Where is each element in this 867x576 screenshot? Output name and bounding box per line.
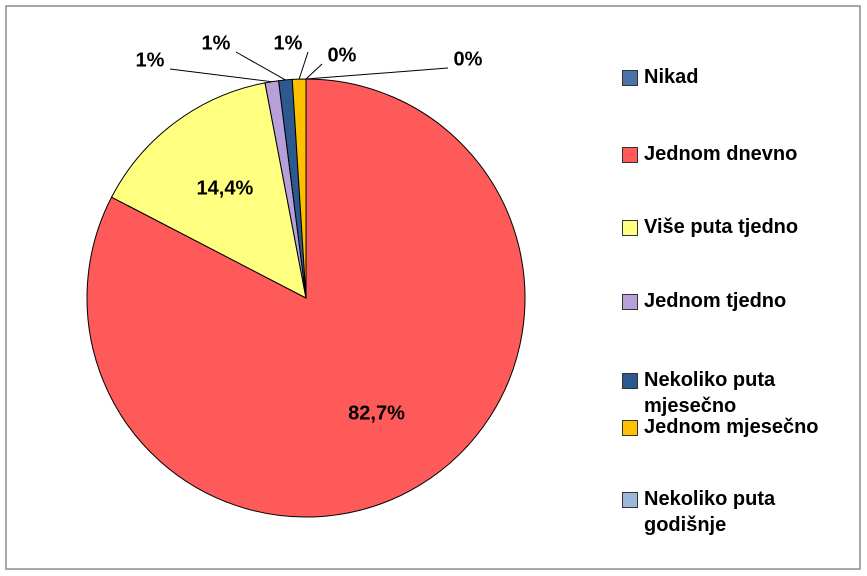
- legend-label: Više puta tjedno: [644, 216, 799, 238]
- legend-label: Jednom mjesečno: [644, 416, 819, 438]
- pie-slice: [110, 82, 307, 299]
- legend-item: Jednom dnevno: [622, 141, 842, 167]
- leader-line: [305, 67, 449, 80]
- legend-label: Jednom dnevno: [644, 143, 798, 165]
- data-label: 0%: [328, 44, 357, 66]
- leader-line: [298, 51, 309, 80]
- data-label: 82,7%: [348, 402, 405, 424]
- legend-item: Nekoliko puta godišnje: [622, 486, 842, 538]
- legend-item: Jednom tjedno: [622, 288, 842, 314]
- legend-swatch: [622, 294, 638, 310]
- legend-item: Nikad: [622, 64, 842, 90]
- data-label: 1%: [136, 49, 165, 71]
- legend-item: Jednom mjesečno: [622, 414, 842, 440]
- data-label: 14,4%: [197, 177, 254, 199]
- legend-swatch: [622, 373, 638, 389]
- legend-swatch: [622, 70, 638, 86]
- data-label: 0%: [454, 48, 483, 70]
- legend-item: Više puta tjedno: [622, 214, 842, 240]
- legend-item: Nekoliko puta mjesečno: [622, 367, 842, 419]
- legend-swatch: [622, 420, 638, 436]
- legend-label: Nekoliko puta mjesečno: [644, 369, 776, 417]
- legend-label: Jednom tjedno: [644, 290, 787, 312]
- leader-line: [235, 51, 286, 81]
- legend-label: Nekoliko puta godišnje: [644, 488, 776, 536]
- leader-line: [305, 63, 323, 80]
- legend-label: Nikad: [644, 66, 699, 88]
- legend-swatch: [622, 147, 638, 163]
- data-label: 1%: [202, 32, 231, 54]
- leader-line: [169, 68, 272, 83]
- legend-swatch: [622, 492, 638, 508]
- legend-swatch: [622, 220, 638, 236]
- data-label: 1%: [274, 32, 303, 54]
